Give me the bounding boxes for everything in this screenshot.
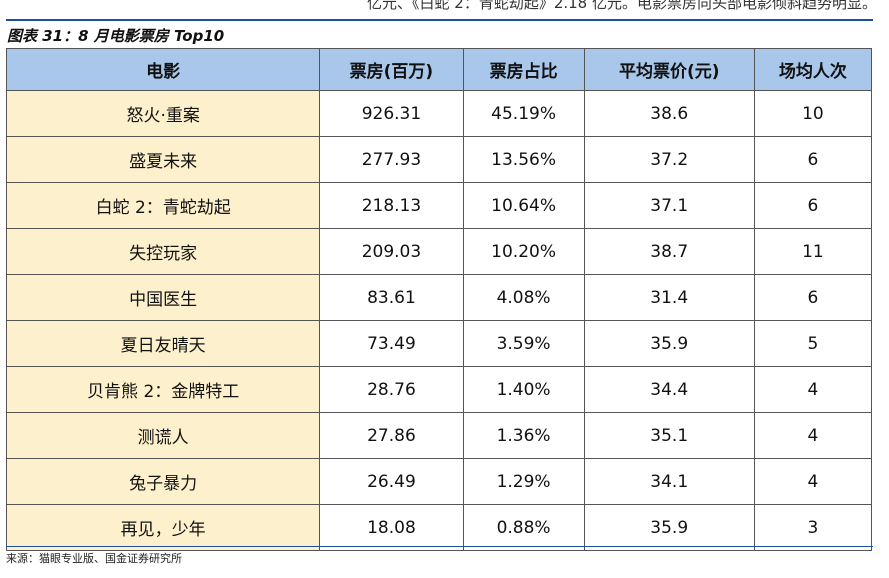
cell-share: 10.64% <box>462 182 585 229</box>
cell-avg-attendance: 11 <box>753 228 873 275</box>
header-film: 电影 <box>5 48 321 91</box>
cell-share: 1.40% <box>462 366 585 413</box>
cell-box-office: 73.49 <box>319 320 464 367</box>
cell-film: 测谎人 <box>5 412 321 459</box>
cell-share: 10.20% <box>462 228 585 275</box>
cell-avg-price: 34.1 <box>583 458 755 505</box>
cell-avg-attendance: 6 <box>753 136 873 183</box>
cell-avg-price: 31.4 <box>583 274 755 321</box>
bottom-divider <box>6 546 873 547</box>
cell-film: 白蛇 2：青蛇劫起 <box>5 182 321 229</box>
cell-film: 再见，少年 <box>5 504 321 551</box>
table-row: 夏日友晴天 73.49 3.59% 35.9 5 <box>5 320 873 367</box>
cell-avg-price: 35.9 <box>583 320 755 367</box>
cell-share: 1.36% <box>462 412 585 459</box>
cell-box-office: 209.03 <box>319 228 464 275</box>
table-row: 中国医生 83.61 4.08% 31.4 6 <box>5 274 873 321</box>
table-row: 再见，少年 18.08 0.88% 35.9 3 <box>5 504 873 551</box>
cell-avg-price: 37.2 <box>583 136 755 183</box>
cell-box-office: 926.31 <box>319 90 464 137</box>
table-row: 兔子暴力 26.49 1.29% 34.1 4 <box>5 458 873 505</box>
cell-share: 3.59% <box>462 320 585 367</box>
box-office-table: 电影 票房(百万) 票房占比 平均票价(元) 场均人次 怒火·重案 926.31… <box>5 48 873 551</box>
cell-avg-attendance: 6 <box>753 182 873 229</box>
cell-share: 13.56% <box>462 136 585 183</box>
cell-box-office: 83.61 <box>319 274 464 321</box>
cell-box-office: 18.08 <box>319 504 464 551</box>
table-row: 测谎人 27.86 1.36% 35.1 4 <box>5 412 873 459</box>
cell-box-office: 277.93 <box>319 136 464 183</box>
header-box-office: 票房(百万) <box>319 48 464 91</box>
cell-avg-attendance: 4 <box>753 458 873 505</box>
cell-share: 0.88% <box>462 504 585 551</box>
cell-avg-attendance: 5 <box>753 320 873 367</box>
cell-avg-price: 38.6 <box>583 90 755 137</box>
cell-avg-price: 37.1 <box>583 182 755 229</box>
cell-avg-price: 34.4 <box>583 366 755 413</box>
cell-avg-attendance: 10 <box>753 90 873 137</box>
header-share: 票房占比 <box>462 48 585 91</box>
preceding-paragraph: 亿元、《白蛇 2：青蛇劫起》2.18 亿元。电影票房向头部电影倾斜趋势明显。 <box>367 0 877 12</box>
cell-avg-price: 38.7 <box>583 228 755 275</box>
cell-avg-price: 35.1 <box>583 412 755 459</box>
cell-film: 贝肯熊 2：金牌特工 <box>5 366 321 413</box>
table-row: 盛夏未来 277.93 13.56% 37.2 6 <box>5 136 873 183</box>
cell-film: 失控玩家 <box>5 228 321 275</box>
cell-box-office: 27.86 <box>319 412 464 459</box>
header-avg-attendance: 场均人次 <box>753 48 873 91</box>
table-row: 失控玩家 209.03 10.20% 38.7 11 <box>5 228 873 275</box>
cell-box-office: 28.76 <box>319 366 464 413</box>
cell-avg-attendance: 4 <box>753 412 873 459</box>
table-caption: 图表 31：8 月电影票房 Top10 <box>7 27 225 45</box>
header-avg-price: 平均票价(元) <box>583 48 755 91</box>
cell-share: 4.08% <box>462 274 585 321</box>
cell-avg-attendance: 6 <box>753 274 873 321</box>
cell-box-office: 218.13 <box>319 182 464 229</box>
table-row: 怒火·重案 926.31 45.19% 38.6 10 <box>5 90 873 137</box>
cell-film: 盛夏未来 <box>5 136 321 183</box>
cell-film: 怒火·重案 <box>5 90 321 137</box>
cell-film: 夏日友晴天 <box>5 320 321 367</box>
cell-avg-price: 35.9 <box>583 504 755 551</box>
cell-box-office: 26.49 <box>319 458 464 505</box>
cell-film: 兔子暴力 <box>5 458 321 505</box>
top-divider <box>6 19 873 21</box>
cell-film: 中国医生 <box>5 274 321 321</box>
table-header-row: 电影 票房(百万) 票房占比 平均票价(元) 场均人次 <box>5 48 873 91</box>
table-row: 白蛇 2：青蛇劫起 218.13 10.64% 37.1 6 <box>5 182 873 229</box>
source-note: 来源：猫眼专业版、国金证券研究所 <box>6 552 182 565</box>
cell-avg-attendance: 3 <box>753 504 873 551</box>
cell-share: 45.19% <box>462 90 585 137</box>
cell-share: 1.29% <box>462 458 585 505</box>
table-row: 贝肯熊 2：金牌特工 28.76 1.40% 34.4 4 <box>5 366 873 413</box>
cell-avg-attendance: 4 <box>753 366 873 413</box>
